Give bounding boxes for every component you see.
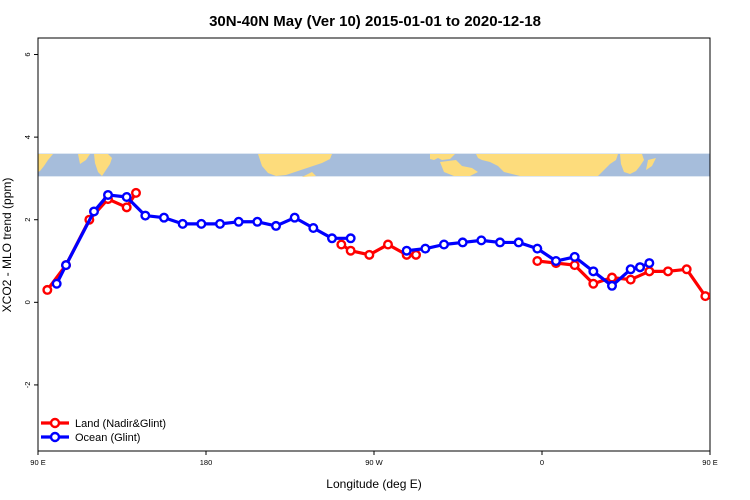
series-1	[51, 189, 750, 291]
chart-title: 30N-40N May (Ver 10) 2015-01-01 to 2020-…	[209, 13, 541, 30]
data-point	[140, 210, 151, 221]
data-point	[532, 243, 543, 254]
x-tick-label: 90 E	[702, 458, 717, 467]
y-tick-label: 2	[23, 218, 32, 222]
series-layer	[42, 187, 750, 302]
y-tick-label: 0	[23, 300, 32, 304]
data-point	[476, 235, 487, 246]
data-point	[327, 233, 338, 244]
map-land-5	[430, 154, 455, 160]
data-point	[644, 266, 655, 277]
x-axis: 90 E 180 90 W 0 90 E	[30, 451, 718, 467]
data-point	[345, 233, 356, 244]
data-point	[734, 261, 742, 269]
data-point	[625, 264, 636, 275]
data-point	[513, 237, 524, 248]
data-point	[569, 260, 580, 271]
y-axis: -2 0 2 4 6	[23, 52, 38, 388]
data-point	[401, 245, 412, 256]
map-land-8	[512, 156, 522, 160]
map-land-1	[78, 154, 90, 164]
data-point	[102, 189, 113, 200]
series-1-line-3	[724, 195, 750, 286]
map-land-6	[440, 160, 478, 176]
data-point	[214, 218, 225, 229]
data-point	[681, 264, 692, 275]
legend-marker-0	[49, 417, 61, 429]
data-point	[739, 261, 747, 269]
y-tick-label: 4	[23, 135, 32, 139]
map-land-4	[302, 172, 316, 177]
data-point	[700, 291, 710, 302]
data-point	[720, 284, 728, 292]
x-tick-label: 0	[540, 458, 544, 467]
y-tick-label: -2	[23, 382, 32, 389]
legend-label-0: Land (Nadir&Glint)	[75, 418, 166, 430]
data-point	[345, 245, 356, 256]
data-point	[495, 237, 506, 248]
y-tick-label: 6	[23, 52, 32, 56]
map-land-3	[258, 154, 332, 176]
data-point	[158, 212, 169, 223]
x-axis-label: Longitude (deg E)	[326, 477, 421, 491]
map-land-9	[620, 154, 644, 174]
data-point	[588, 278, 599, 289]
data-point	[644, 258, 655, 269]
data-point	[121, 202, 132, 213]
data-point	[177, 218, 188, 229]
map-land-0	[38, 154, 53, 172]
data-point	[607, 280, 618, 291]
y-axis-label: XCO2 - MLO trend (ppm)	[0, 178, 14, 313]
data-point	[569, 251, 580, 262]
data-point	[364, 249, 375, 260]
data-point	[252, 216, 263, 227]
data-point	[233, 216, 244, 227]
data-point	[88, 206, 99, 217]
data-point	[457, 237, 468, 248]
map-land-7	[476, 154, 618, 176]
x-tick-label: 180	[200, 458, 213, 467]
legend-marker-1	[49, 431, 61, 443]
data-point	[383, 239, 394, 250]
data-point	[588, 266, 599, 277]
map-band	[38, 153, 710, 177]
data-point	[532, 256, 543, 267]
data-point	[289, 212, 300, 223]
legend-label-1: Ocean (Glint)	[75, 432, 140, 444]
data-point	[551, 256, 562, 267]
x-tick-label: 90 E	[30, 458, 45, 467]
data-point	[607, 272, 618, 283]
data-point	[720, 282, 728, 290]
data-point	[130, 187, 141, 198]
map-land-2	[94, 154, 112, 176]
x-tick-label: 90 W	[365, 458, 383, 467]
data-point	[420, 243, 431, 254]
plot-frame	[37, 37, 711, 452]
data-point	[61, 260, 72, 271]
data-point	[271, 220, 282, 231]
data-point	[51, 278, 62, 289]
map-land-10	[646, 158, 656, 170]
data-point	[196, 218, 207, 229]
series-0-line-2	[537, 259, 710, 298]
legend: Land (Nadir&Glint) Ocean (Glint)	[41, 417, 166, 444]
data-point	[42, 284, 53, 295]
data-point	[635, 262, 646, 273]
data-point	[625, 274, 636, 285]
data-point	[439, 239, 450, 250]
data-point	[336, 239, 347, 250]
data-point	[663, 266, 674, 277]
series-0	[42, 187, 747, 302]
data-point	[308, 222, 319, 233]
data-point	[411, 249, 422, 260]
data-point	[121, 192, 132, 203]
